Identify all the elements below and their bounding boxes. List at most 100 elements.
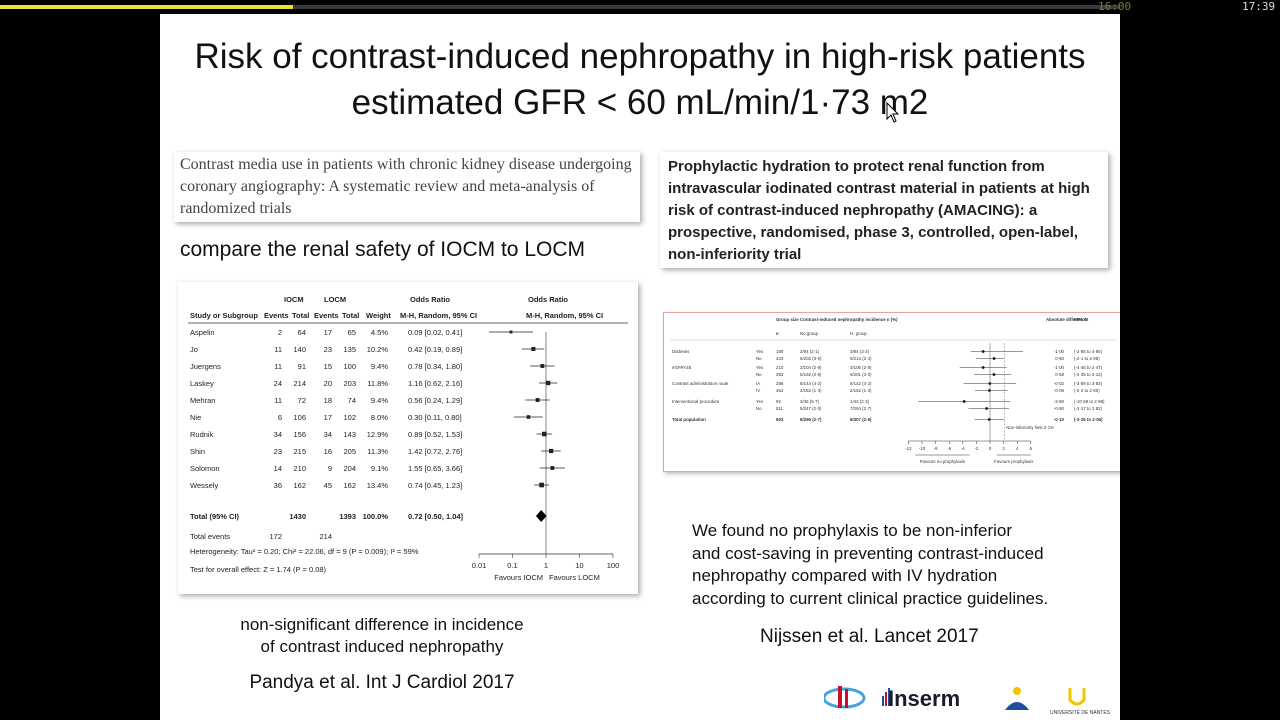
study-name: Shin (190, 447, 205, 456)
group-n: 354 (776, 388, 784, 393)
difference-ci: (-2·2 to 2·60) (1074, 388, 1100, 393)
weight: 10.2% (367, 345, 389, 354)
total-label: Total (95% CI) (190, 512, 240, 521)
total-locm: 102 (343, 413, 356, 422)
point-estimate (985, 407, 988, 410)
events-locm: 45 (324, 481, 332, 490)
favours-iocm: Favours IOCM (494, 573, 543, 582)
events-locm: 17 (324, 328, 332, 337)
odds-ratio-ci: 0.42 [0.19, 0.89] (408, 345, 462, 354)
events-locm: 23 (324, 345, 332, 354)
group-n: 286 (776, 381, 784, 386)
x-tick-label: 0.1 (507, 561, 517, 570)
events-iocm: 11 (274, 362, 282, 371)
col-total-iocm: Total (292, 311, 309, 320)
weight: 9.4% (371, 362, 388, 371)
col-total-locm: Total (342, 311, 359, 320)
difference-ci: (-2·1 to 2·05) (1074, 356, 1100, 361)
institute-logo-icon (824, 686, 866, 709)
total-weight: 100.0% (363, 512, 389, 521)
study-name: Wessely (190, 481, 218, 490)
x-tick-label: 2 (1002, 446, 1005, 451)
col-incidence: Contrast-induced nephropathy incidence n… (800, 317, 898, 322)
col-odds-ratio: Odds Ratio (410, 295, 450, 304)
abs-difference: 0·60 (1055, 356, 1064, 361)
subgroup-label: eGFR<45 (672, 365, 692, 370)
left-reference-title: Contrast media use in patients with chro… (174, 152, 640, 222)
left-conclusion-line2: of contrast induced nephropathy (260, 637, 504, 656)
total-iocm: 64 (298, 328, 306, 337)
difference-ci: (-3·17 to 2·82) (1074, 406, 1103, 411)
difference-ci: (-2·25 to 2·06) (1074, 417, 1103, 422)
point-estimate (981, 350, 985, 353)
total-events-label: Total events (190, 532, 230, 541)
h-group-incidence: 5/213 (2·4) (850, 356, 872, 361)
right-finding-line3: nephropathy compared with IV hydration (692, 566, 998, 585)
right-finding-line2: and cost-saving in preventing contrast-i… (692, 543, 1044, 563)
events-iocm: 11 (274, 396, 282, 405)
weight: 4.5% (371, 328, 388, 337)
total-iocm: 72 (298, 396, 306, 405)
total-locm: 143 (343, 430, 356, 439)
no-group-incidence: 6/202 (3·0) (800, 356, 822, 361)
total-time: 17:39 (1242, 0, 1276, 13)
events-iocm: 36 (274, 481, 282, 490)
total-iocm: 106 (293, 413, 306, 422)
subgroup-level: No (756, 356, 762, 361)
left-conclusion: non-significant difference in incidence … (202, 614, 562, 658)
total-ci: 0.72 [0.50, 1.04] (408, 512, 464, 521)
point-estimate (545, 380, 551, 386)
h-group-incidence: 6/201 (3·0) (850, 372, 872, 377)
odds-ratio-ci: 1.16 [0.62, 2.16] (408, 379, 462, 388)
study-name: Jo (190, 345, 198, 354)
point-estimate (540, 364, 545, 368)
point-estimate (535, 398, 540, 402)
univ-nantes-logo: UNIVERSITÉ DE NANTES (1050, 710, 1111, 716)
total-events-iocm: 172 (269, 532, 282, 541)
seek-bar[interactable] (0, 5, 1120, 9)
total-iocm: 91 (298, 362, 306, 371)
study-name: Solomon (190, 464, 220, 473)
heterogeneity: Heterogeneity: Tau² = 0.20; Chi² = 22.06… (190, 547, 419, 556)
events-iocm: 11 (274, 345, 282, 354)
x-tick-label: -12 (905, 446, 912, 451)
no-group-incidence: 2/94 (2·1) (800, 349, 820, 354)
group-n: 603 (776, 417, 784, 422)
subgroup-label: Diabetes (672, 349, 690, 354)
slide-title-line2: estimated GFR < 60 mL/min/1·73 m2 (351, 83, 929, 122)
total-locm: 65 (348, 328, 356, 337)
total-iocm: 162 (293, 481, 306, 490)
point-estimate (539, 482, 544, 488)
abs-difference: -0·08 (1054, 388, 1065, 393)
no-group-incidence: 3/104 (2·9) (800, 365, 822, 370)
col-events-locm: Events (314, 311, 339, 320)
x-tick-label: 0 (989, 446, 992, 451)
favours-prophylaxis: Favours prophylaxis (994, 459, 1034, 464)
group-n: 210 (776, 365, 784, 370)
video-player-bar: 16:00 17:39 (0, 0, 1280, 14)
x-tick-label: -4 (961, 446, 965, 451)
forest-plot-iocm-vs-locm: IOCM LOCM Odds Ratio Odds Ratio Study or Sub… (178, 282, 638, 594)
difference-ci: (-4·46 to 2·47) (1074, 365, 1103, 370)
point-estimate (988, 389, 991, 392)
total-iocm: 210 (293, 464, 306, 473)
x-tick-label: -6 (947, 446, 951, 451)
events-locm: 16 (324, 447, 332, 456)
weight: 13.4% (367, 481, 389, 490)
abs-difference: -0·10 (1054, 417, 1065, 422)
total-locm: 204 (343, 464, 356, 473)
x-tick-label: -2 (974, 446, 978, 451)
total-locm: 162 (343, 481, 356, 490)
difference-ci: (-2·85 to 4·85) (1074, 349, 1103, 354)
x-tick-label: 10 (575, 561, 583, 570)
abs-difference: -0·50 (1054, 406, 1065, 411)
point-estimate (987, 418, 991, 421)
study-name: Mehran (190, 396, 215, 405)
total-locm: 74 (348, 396, 356, 405)
col-group-size: Group size (776, 317, 799, 322)
col-odds-ratio-plot: Odds Ratio (528, 295, 568, 304)
inserm-bars-icon (882, 688, 890, 706)
x-tick-label: -8 (934, 446, 938, 451)
h-group-incidence: 1/42 (2·3) (850, 399, 870, 404)
no-group-incidence: 3/45 (6·7) (800, 399, 820, 404)
